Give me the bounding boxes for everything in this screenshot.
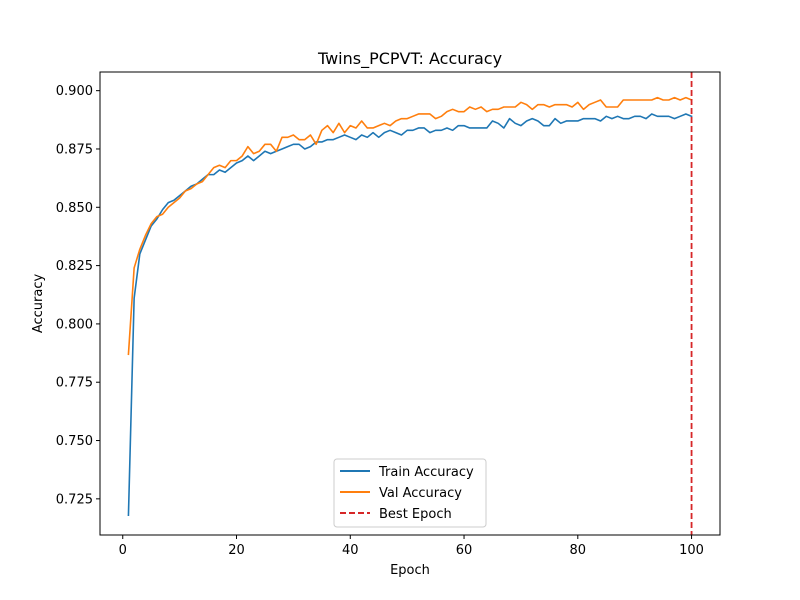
x-tick-label: 80 <box>570 543 587 558</box>
chart-title: Twins_PCPVT: Accuracy <box>317 49 502 69</box>
y-tick-label: 0.750 <box>56 434 93 449</box>
legend-label-best-epoch: Best Epoch <box>379 507 452 522</box>
y-tick-label: 0.900 <box>56 84 93 99</box>
series-line-val-accuracy <box>127 96 693 356</box>
x-tick-label: 20 <box>228 543 245 558</box>
x-tick-label: 0 <box>119 543 127 558</box>
y-tick-label: 0.825 <box>56 259 93 274</box>
y-tick-label: 0.850 <box>56 201 93 216</box>
y-axis-label: Accuracy <box>31 274 46 334</box>
plot-lines <box>127 72 693 535</box>
y-tick-label: 0.875 <box>56 142 93 157</box>
x-tick-label: 100 <box>679 543 704 558</box>
y-tick-label: 0.800 <box>56 317 93 332</box>
y-axis-ticks: 0.725 0.750 0.775 0.800 0.825 0.850 0.875 0.900 <box>56 84 100 507</box>
legend-box <box>333 458 487 528</box>
x-tick-label: 40 <box>342 543 359 558</box>
legend-label-train: Train Accuracy <box>378 465 474 480</box>
y-tick-label: 0.775 <box>56 376 93 391</box>
series-line-train-accuracy <box>127 113 693 516</box>
plot-frame <box>99 71 721 536</box>
x-axis-label: Epoch <box>390 563 430 578</box>
x-tick-label: 60 <box>456 543 473 558</box>
legend-label-val: Val Accuracy <box>379 486 462 501</box>
x-axis-ticks: 0 20 40 60 80 100 <box>119 535 704 558</box>
legend: Train Accuracy Val Accuracy Best Epoch <box>333 458 487 528</box>
y-tick-label: 0.725 <box>56 492 93 507</box>
